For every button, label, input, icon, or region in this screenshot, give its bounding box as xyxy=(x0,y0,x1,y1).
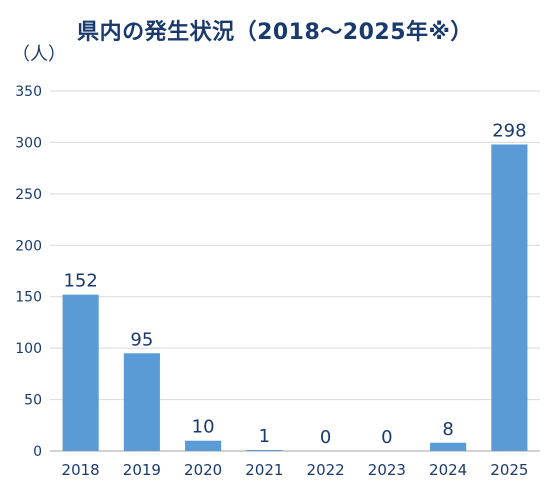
y-tick-label: 100 xyxy=(15,341,42,357)
y-tick-label: 200 xyxy=(15,238,42,254)
y-tick-label: 250 xyxy=(15,187,42,203)
data-label: 10 xyxy=(192,417,215,438)
x-tick-label: 2019 xyxy=(123,461,161,479)
bar xyxy=(185,440,222,451)
x-tick-label: 2020 xyxy=(184,461,222,479)
bar xyxy=(123,353,160,451)
y-tick-label: 0 xyxy=(33,444,42,460)
bar xyxy=(62,294,99,451)
x-tick-label: 2024 xyxy=(429,461,467,479)
y-tick-label: 300 xyxy=(15,135,42,151)
y-tick-label: 350 xyxy=(15,84,42,100)
bar xyxy=(246,449,283,451)
bar xyxy=(430,442,467,451)
data-label: 8 xyxy=(442,419,453,440)
x-tick-label: 2021 xyxy=(245,461,283,479)
y-tick-label: 50 xyxy=(24,393,42,409)
chart-title: 県内の発生状況（2018～2025年※） xyxy=(77,20,473,45)
y-axis-unit: （人） xyxy=(12,44,66,65)
x-tick-label: 2022 xyxy=(307,461,345,479)
data-label: 95 xyxy=(130,329,153,350)
data-label: 152 xyxy=(63,271,97,292)
data-label: 1 xyxy=(259,426,270,447)
bar xyxy=(491,144,528,451)
data-label: 298 xyxy=(492,120,526,141)
x-tick-label: 2023 xyxy=(368,461,406,479)
data-label: 0 xyxy=(381,427,392,448)
x-tick-label: 2025 xyxy=(490,461,528,479)
y-tick-label: 150 xyxy=(15,290,42,306)
x-tick-label: 2018 xyxy=(62,461,100,479)
data-label: 0 xyxy=(320,427,331,448)
